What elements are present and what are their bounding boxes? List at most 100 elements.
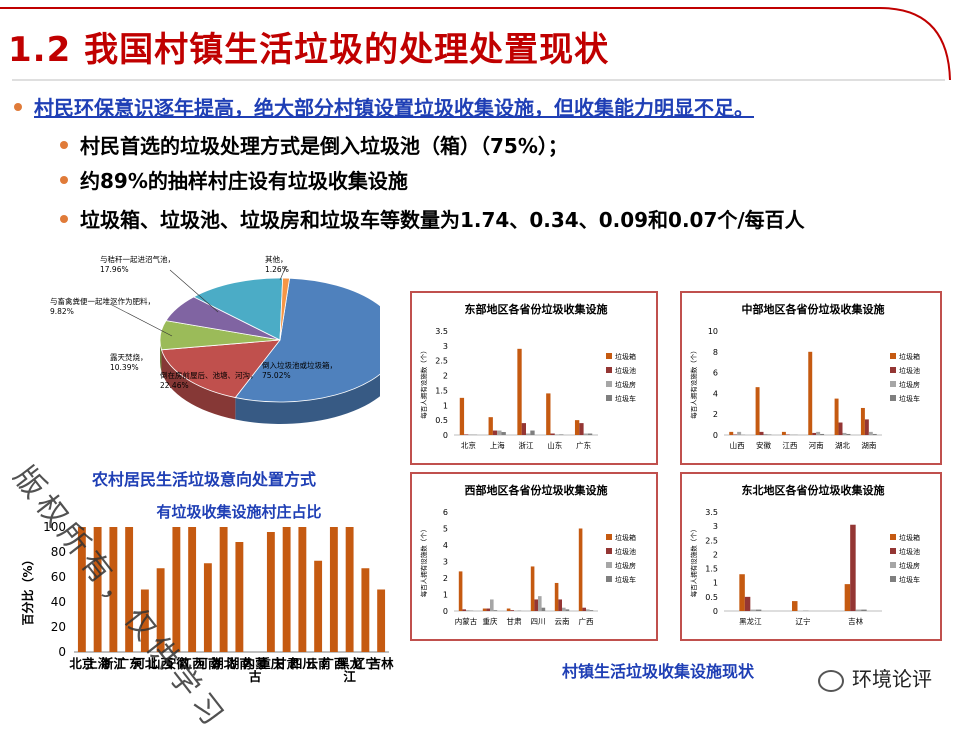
pie-slice-percent: 1.26% xyxy=(265,265,289,274)
pie-slice-label: 倒在房前屋后、池塘、河沟， xyxy=(160,370,258,380)
pie-caption: 农村居民生活垃圾意向处置方式 xyxy=(92,466,316,490)
legend-swatch xyxy=(606,562,612,568)
pie-slice-label: 与秸秆一起进沼气池， xyxy=(100,254,175,264)
legend-label: 垃圾房 xyxy=(899,561,920,570)
bar xyxy=(558,599,562,611)
legend-swatch xyxy=(606,353,612,359)
y-tick-label: 2 xyxy=(443,574,448,583)
x-tick-label: 黑龙江 xyxy=(739,616,762,626)
y-axis-label: 每百人拥有设施数（个） xyxy=(689,526,698,598)
y-tick-label: 3.5 xyxy=(435,327,448,336)
bar xyxy=(588,434,592,435)
y-tick-label: 8 xyxy=(713,348,718,357)
legend-swatch xyxy=(606,548,612,554)
x-tick-label: 云南 xyxy=(555,616,570,626)
bar xyxy=(490,599,494,611)
bar xyxy=(786,434,790,435)
pie-slice-label: 与畜禽粪便一起堆沤作为肥料， xyxy=(50,296,155,306)
bar xyxy=(531,566,535,611)
chart-title: 有垃圾收集设施村庄占比 xyxy=(156,503,321,521)
bar xyxy=(873,434,877,435)
y-tick-label: 6 xyxy=(443,508,448,517)
x-tick-label: 吉林 xyxy=(369,656,395,671)
x-tick-label: 安徽 xyxy=(756,440,771,450)
y-tick-label: 0 xyxy=(58,645,66,659)
y-tick-label: 3.5 xyxy=(705,508,718,517)
legend-label: 垃圾箱 xyxy=(615,352,636,361)
bar xyxy=(582,608,586,611)
legend-swatch xyxy=(890,381,896,387)
bar xyxy=(579,529,583,612)
west-region-chart: 西部地区各省份垃圾收集设施每百人拥有设施数（个）0123456内蒙古重庆甘肃四川… xyxy=(412,474,656,639)
bar xyxy=(839,423,843,435)
y-tick-label: 0 xyxy=(713,607,718,616)
sub-bullet: 垃圾箱、垃圾池、垃圾房和垃圾车等数量为1.74、0.34、0.09和0.07个/… xyxy=(60,204,805,233)
y-tick-label: 0.5 xyxy=(705,593,718,602)
y-tick-label: 2.5 xyxy=(705,536,718,545)
sub-bullet: 村民首选的垃圾处理方式是倒入垃圾池（箱）（75%）； xyxy=(60,130,568,159)
central-region-chart: 中部地区各省份垃圾收集设施每百人拥有设施数（个）0246810山西安徽江西河南湖… xyxy=(682,293,940,463)
x-tick-label: 浙江 xyxy=(519,440,534,450)
legend-swatch xyxy=(606,576,612,582)
bar xyxy=(584,434,588,435)
pie-slice-label: 露天焚烧， xyxy=(110,352,148,362)
x-tick-label: 吉林 xyxy=(848,616,863,626)
northeast-region-chart: 东北地区各省份垃圾收集设施每百人拥有设施数（个）00.511.522.533.5… xyxy=(682,474,940,639)
y-tick-label: 4 xyxy=(713,389,718,398)
legend-swatch xyxy=(606,367,612,373)
y-tick-label: 2.5 xyxy=(435,357,448,366)
bar xyxy=(733,434,737,435)
chart-title: 中部地区各省份垃圾收集设施 xyxy=(742,302,885,316)
y-tick-label: 2 xyxy=(443,372,448,381)
legend-label: 垃圾车 xyxy=(899,394,920,403)
x-tick-label: 重庆 xyxy=(483,616,498,626)
legend-label: 垃圾池 xyxy=(899,547,920,556)
bar xyxy=(865,419,869,435)
legend-label: 垃圾箱 xyxy=(899,533,920,542)
bar xyxy=(835,399,839,435)
legend-label: 垃圾房 xyxy=(615,380,636,389)
bar xyxy=(816,432,820,435)
legend-label: 垃圾池 xyxy=(615,547,636,556)
bar xyxy=(790,434,794,435)
pie-slice-label: 倒入垃圾池或垃圾箱， xyxy=(262,360,337,370)
y-tick-label: 10 xyxy=(708,327,718,336)
bar xyxy=(579,423,583,435)
pie-slice-percent: 22.46% xyxy=(160,381,189,390)
bar xyxy=(510,610,514,611)
y-tick-label: 1 xyxy=(713,579,718,588)
bar xyxy=(756,387,760,435)
bar xyxy=(861,408,865,435)
chart-title: 东北地区各省份垃圾收集设施 xyxy=(742,483,885,497)
bar xyxy=(497,431,501,435)
bar xyxy=(502,432,506,435)
x-tick-label: 上海 xyxy=(490,440,505,450)
pie-chart: 倒入垃圾池或垃圾箱，75.02%倒在房前屋后、池塘、河沟，22.46%露天焚烧，… xyxy=(40,240,380,460)
bar xyxy=(486,609,490,611)
x-tick-label: 江西 xyxy=(782,441,797,450)
legend-label: 垃圾车 xyxy=(615,394,636,403)
bar xyxy=(314,561,322,652)
y-tick-label: 0.5 xyxy=(435,416,448,425)
y-tick-label: 60 xyxy=(51,570,66,584)
y-tick-label: 1 xyxy=(443,401,448,410)
x-tick-label: 湖南 xyxy=(861,440,876,450)
bar xyxy=(590,610,594,611)
legend-label: 垃圾池 xyxy=(899,366,920,375)
bar xyxy=(464,434,468,435)
bar xyxy=(538,596,542,611)
bar xyxy=(869,432,873,435)
bar xyxy=(188,527,196,652)
bullet-dot-icon xyxy=(60,176,68,184)
bar xyxy=(507,609,511,611)
bar xyxy=(267,532,275,652)
y-tick-label: 3 xyxy=(443,342,448,351)
sub-bullet: 约89%的抽样村庄设有垃圾收集设施 xyxy=(60,165,408,194)
bar xyxy=(220,527,228,652)
pie-leader-line xyxy=(110,304,172,336)
bar xyxy=(764,434,768,435)
legend-label: 垃圾箱 xyxy=(899,352,920,361)
